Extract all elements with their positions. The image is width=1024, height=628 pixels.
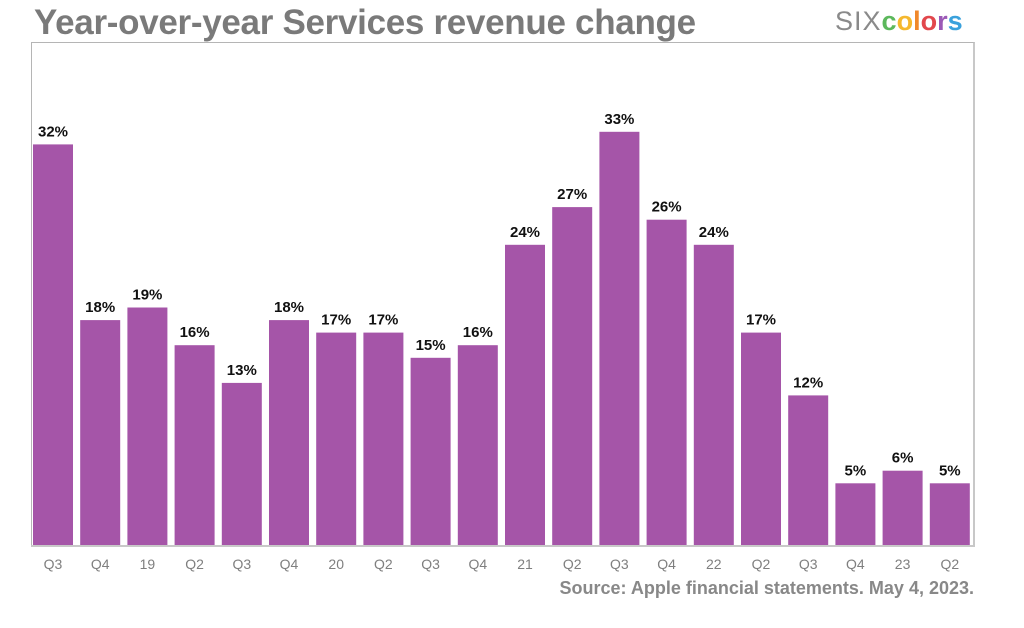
bar — [599, 131, 640, 547]
bar — [693, 244, 734, 547]
bar — [410, 357, 451, 547]
bar-value-label: 16% — [180, 324, 210, 341]
x-tick-label: Q4 — [91, 556, 110, 572]
bar — [33, 144, 73, 546]
logo-letter: o — [920, 6, 938, 36]
chart-title: Year-over-year Services revenue change — [34, 3, 696, 42]
x-tick-label: 20 — [328, 556, 344, 572]
bar-value-label: 17% — [368, 312, 398, 329]
bar — [127, 307, 168, 546]
bar-value-label: 19% — [132, 287, 162, 304]
x-tick-label: Q2 — [185, 556, 204, 572]
bar-value-label: 15% — [416, 337, 446, 354]
bars-group — [33, 131, 970, 547]
x-tick-labels-group: Q3 Q4 19 Q2 Q3 Q4 20 Q2 Q3 Q4 21 Q2 Q3 Q4 22 Q2 Q3 Q4 23 Q2 — [44, 556, 960, 572]
logo-letter: c — [881, 6, 897, 36]
bar-value-label: 16% — [463, 324, 493, 341]
bar — [882, 470, 923, 546]
plot-frame — [31, 42, 975, 546]
x-tick-label: Q4 — [468, 556, 487, 572]
x-tick-label: Q3 — [44, 556, 63, 572]
bar-value-label: 26% — [652, 199, 682, 216]
bar-value-label: 12% — [793, 374, 823, 391]
x-tick-label: Q4 — [846, 556, 865, 572]
bar — [929, 483, 970, 547]
x-tick-label: Q4 — [280, 556, 299, 572]
bar — [316, 332, 357, 546]
logo-letter: l — [913, 6, 921, 36]
bar-value-label: 32% — [38, 123, 68, 140]
bar — [80, 320, 121, 546]
x-tick-label: Q2 — [940, 556, 959, 572]
x-tick-label: Q3 — [610, 556, 629, 572]
bar — [174, 345, 215, 546]
bar-value-label: 18% — [85, 299, 115, 316]
bar — [835, 483, 876, 547]
x-tick-label: Q2 — [563, 556, 582, 572]
logo-letter: o — [896, 6, 914, 36]
bar-value-label: 24% — [699, 224, 729, 241]
x-tick-label: Q3 — [232, 556, 251, 572]
bar — [741, 332, 781, 546]
bar — [505, 244, 545, 547]
bar — [457, 345, 498, 546]
x-tick-label: 19 — [140, 556, 156, 572]
bar — [646, 219, 687, 546]
logo-letter: s — [947, 6, 963, 36]
x-tick-label: Q3 — [421, 556, 440, 572]
x-tick-label: Q4 — [657, 556, 676, 572]
bar-value-label: 5% — [845, 462, 867, 479]
x-tick-label: Q2 — [374, 556, 393, 572]
bar-value-label: 5% — [939, 462, 961, 479]
bar-value-label: 6% — [892, 450, 914, 467]
logo-letter: r — [937, 6, 948, 36]
value-labels-group: 32% 18% 19% 16% 13% 18% 17% 17% 15% 16% 24% 27% 33% 2… — [38, 111, 961, 479]
bar-value-label: 27% — [557, 186, 587, 203]
bar — [788, 395, 829, 546]
source-note: Source: Apple financial statements. May … — [559, 578, 974, 598]
logo-prefix: SIX — [835, 6, 882, 36]
bar-value-label: 24% — [510, 224, 540, 241]
x-tick-label: 22 — [706, 556, 722, 572]
bar — [552, 207, 593, 546]
bar-value-label: 33% — [604, 111, 634, 128]
x-tick-label: 21 — [517, 556, 533, 572]
x-tick-label: Q2 — [752, 556, 771, 572]
bar — [269, 320, 309, 546]
bar — [221, 382, 262, 547]
bar-value-label: 18% — [274, 299, 304, 316]
bar-value-label: 17% — [321, 312, 351, 329]
x-tick-label: Q3 — [799, 556, 818, 572]
bar — [363, 332, 404, 546]
bar-value-label: 17% — [746, 312, 776, 329]
sixcolors-logo: SIXcolors — [835, 4, 963, 38]
x-tick-label: 23 — [895, 556, 911, 572]
bar-value-label: 13% — [227, 362, 257, 379]
